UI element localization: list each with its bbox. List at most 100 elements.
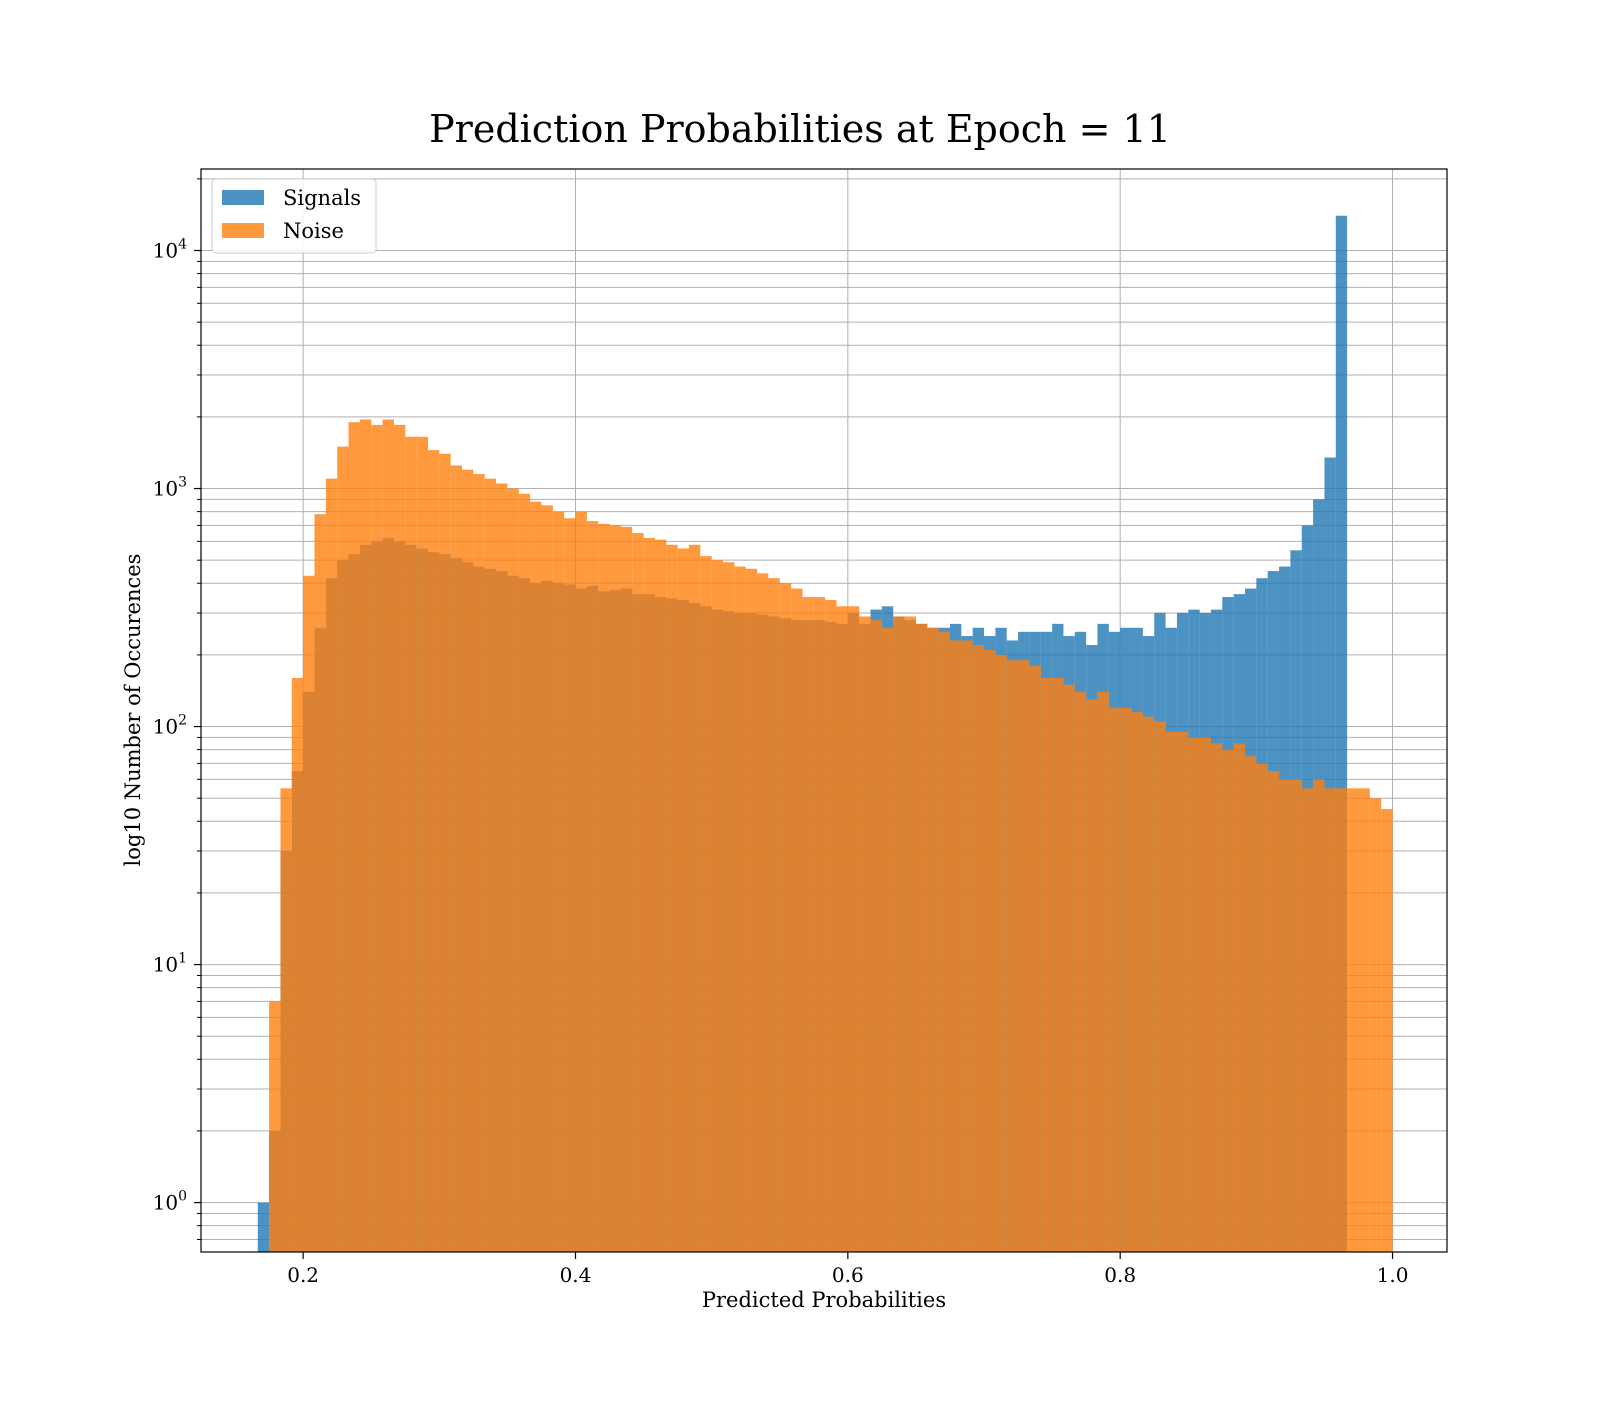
bar-noise (643, 537, 655, 1252)
bar-noise (1142, 716, 1155, 1252)
bar-noise (677, 548, 689, 1252)
bar-noise (1245, 756, 1257, 1252)
bar-noise (1381, 809, 1393, 1252)
bar-noise (779, 583, 792, 1252)
bar-noise (382, 419, 394, 1253)
bar-noise (450, 465, 463, 1252)
bar-noise (802, 597, 814, 1252)
bar-noise (416, 436, 428, 1253)
axis-ticks: 0.2 0.4 0.6 0.8 1.0 100 101 102 103 104 (153, 178, 1409, 1287)
y-tick-label: 103 (153, 475, 187, 501)
bar-noise (473, 474, 485, 1252)
bar-noise (1267, 771, 1280, 1252)
bar-noise (359, 419, 372, 1253)
bar-noise (507, 488, 519, 1252)
bar-noise (1108, 707, 1121, 1252)
bars (257, 215, 1393, 1253)
bar-noise (836, 606, 848, 1252)
bar-noise (1131, 712, 1143, 1252)
bar-noise (904, 616, 916, 1252)
bar-noise (484, 478, 497, 1252)
bar-noise (745, 568, 758, 1252)
bar-noise (586, 521, 599, 1252)
bar-noise (961, 640, 973, 1252)
bar-noise (427, 450, 440, 1252)
bar-noise (949, 640, 962, 1252)
bar-noise (1347, 788, 1359, 1252)
bar-noise (813, 597, 826, 1252)
bar-noise (439, 453, 451, 1252)
bar-noise (1120, 707, 1132, 1252)
bar-noise (1097, 691, 1109, 1252)
bar-noise (552, 511, 565, 1253)
bar-noise (1165, 731, 1177, 1252)
bar-noise (711, 560, 724, 1252)
bar-noise (1369, 798, 1382, 1252)
bar-signals (257, 1202, 270, 1252)
bar-noise (371, 424, 383, 1252)
bar-noise (518, 493, 531, 1252)
bar-noise (348, 422, 360, 1252)
x-tick-label: 0.4 (560, 1263, 592, 1287)
bar-noise (1040, 677, 1053, 1252)
bar-noise (269, 1001, 281, 1252)
bar-noise (1188, 737, 1200, 1252)
bar-noise (700, 556, 712, 1252)
legend-swatch-signals (222, 190, 264, 205)
bar-noise (847, 606, 860, 1252)
bar-noise (1335, 788, 1348, 1252)
legend-label-noise: Noise (283, 219, 344, 243)
bar-noise (688, 544, 701, 1252)
bar-noise (564, 518, 576, 1252)
bar-noise (927, 627, 939, 1252)
x-tick-label: 1.0 (1377, 1263, 1409, 1287)
bar-noise (1233, 743, 1246, 1252)
x-tick-label: 0.8 (1104, 1263, 1136, 1287)
bar-noise (723, 562, 735, 1252)
bar-noise (1256, 763, 1268, 1252)
bar-noise (393, 424, 406, 1252)
bar-noise (1358, 788, 1370, 1252)
bar-noise (938, 631, 950, 1252)
bar-noise (291, 677, 304, 1252)
bar-noise (1063, 684, 1075, 1252)
bar-noise (405, 436, 417, 1253)
bar-noise (1324, 788, 1336, 1252)
bar-noise (1018, 660, 1030, 1252)
x-axis-label: Predicted Probabilities (702, 1288, 946, 1312)
bar-noise (609, 525, 621, 1252)
y-tick-label: 101 (153, 951, 187, 977)
bar-noise (1210, 743, 1223, 1252)
bar-noise (984, 649, 996, 1252)
bar-noise (1029, 665, 1041, 1252)
bar-noise (654, 539, 667, 1252)
plot-frame (200, 168, 1448, 1253)
bar-noise (915, 623, 928, 1252)
bar-noise (1006, 660, 1019, 1252)
bar-noise (972, 645, 985, 1252)
bar-noise (280, 788, 292, 1252)
bar-noise (757, 573, 769, 1252)
bar-noise (530, 501, 542, 1253)
bar-noise (598, 523, 610, 1252)
x-tick-label: 0.6 (832, 1263, 864, 1287)
bar-noise (1154, 721, 1166, 1252)
bar-noise (768, 578, 780, 1252)
legend: Signals Noise (211, 178, 377, 254)
bar-noise (462, 469, 474, 1252)
bar-noise (1290, 779, 1302, 1252)
bar-noise (1301, 788, 1314, 1252)
x-tick-label: 0.2 (287, 1263, 319, 1287)
bar-noise (1086, 699, 1098, 1252)
bar-noise (1199, 737, 1211, 1252)
bar-noise (1176, 731, 1189, 1252)
bar-noise (1222, 749, 1234, 1252)
bar-noise (620, 526, 633, 1252)
y-axis-label: log10 Number of Occurences (121, 554, 145, 867)
bar-noise (632, 533, 644, 1252)
legend-swatch-noise (222, 223, 264, 238)
bar-noise (666, 544, 678, 1252)
bar-noise (337, 446, 349, 1253)
